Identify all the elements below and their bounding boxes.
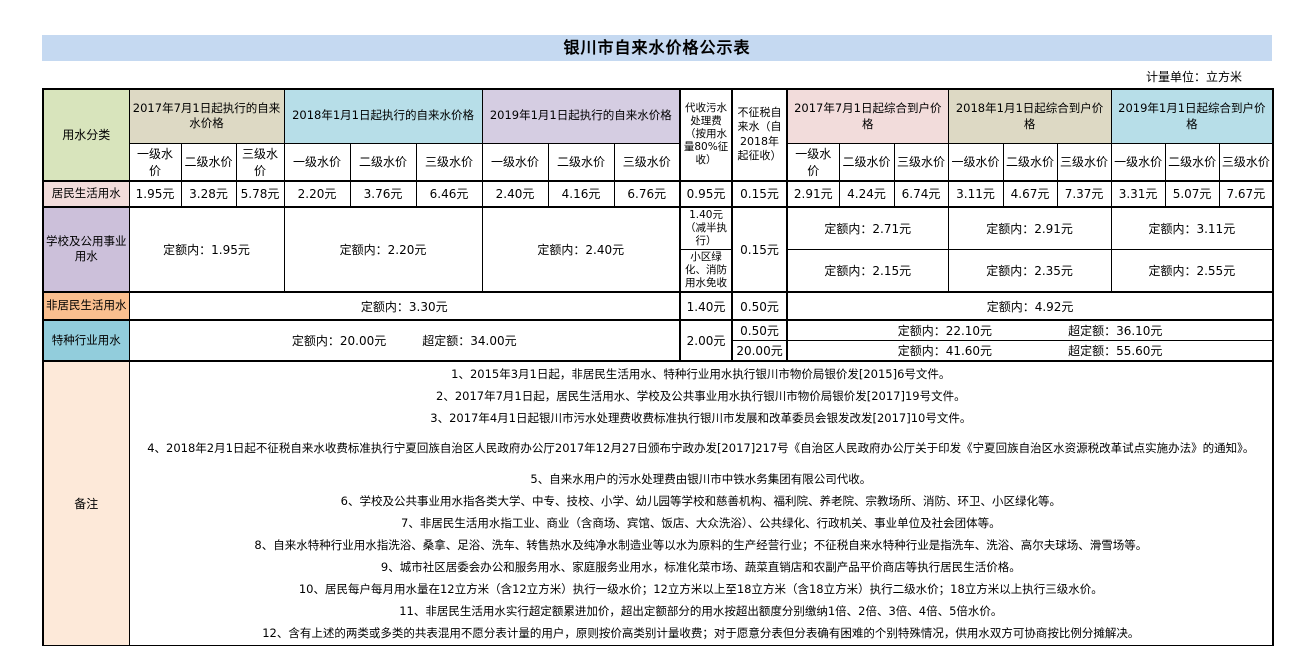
note-line: 10、居民每户每月用水量在12立方米（含12立方米）执行一级水价；12立方米以上… bbox=[298, 581, 1103, 596]
price-cell: 3.76元 bbox=[349, 179, 417, 207]
col-header-exec-2018: 2018年1月1日起执行的自来水价格 bbox=[283, 88, 483, 144]
note-line: 2、2017年7月1日起，居民生活用水、学校及公共事业用水执行银川市物价局银价发… bbox=[436, 388, 966, 403]
row-label-school: 学校及公用事业用水 bbox=[42, 205, 130, 293]
price-cell: 20.00元 bbox=[731, 340, 788, 362]
row-label-nonresidential: 非居民生活用水 bbox=[42, 291, 130, 321]
tier-header: 三级水价 bbox=[415, 142, 483, 181]
col-header-untaxed-water: 不征税自来水（自2018年起征收） bbox=[731, 88, 788, 181]
price-cell: 定额内：2.71元 bbox=[786, 205, 949, 250]
tier-header: 二级水价 bbox=[349, 142, 417, 181]
price-cell: 4.16元 bbox=[547, 179, 615, 207]
price-cell: 定额内：2.91元 bbox=[947, 205, 1112, 250]
quota-price: 定额内：41.60元 bbox=[897, 344, 993, 359]
tier-header: 二级水价 bbox=[180, 142, 237, 181]
note-line: 9、城市社区居委会办公和服务用水、家庭服务业用水，标准化菜市场、蔬菜直销店和农副… bbox=[380, 559, 1021, 574]
tier-header: 三级水价 bbox=[613, 142, 681, 181]
price-cell: 定额内：4.92元 bbox=[786, 291, 1274, 321]
tier-header: 一级水价 bbox=[1110, 142, 1166, 181]
note-line: 1、2015年3月1日起，非居民生活用水、特种行业用水执行银川市物价局银价发[2… bbox=[451, 366, 951, 381]
col-header-classification: 用水分类 bbox=[42, 88, 130, 181]
tier-header: 一级水价 bbox=[481, 142, 549, 181]
col-header-comp-2019: 2019年1月1日起综合到户价格 bbox=[1110, 88, 1274, 144]
price-cell: 2.40元 bbox=[481, 179, 549, 207]
note-line: 12、含有上述的两类或多类的共表混用不愿分表计量的用户，原则按价高类别计量收费；… bbox=[262, 625, 1140, 640]
price-cell: 1.40元 bbox=[679, 291, 733, 321]
price-cell: 5.07元 bbox=[1164, 179, 1220, 207]
price-cell: 1.95元 bbox=[128, 179, 182, 207]
note-line: 3、2017年4月1日起银川市污水处理费收费标准执行银川市发展和改革委员会银发改… bbox=[430, 410, 972, 425]
price-cell: 2.20元 bbox=[283, 179, 351, 207]
tier-header: 一级水价 bbox=[786, 142, 840, 181]
price-cell: 定额内：20.00元 超定额：34.00元 bbox=[128, 319, 681, 362]
price-cell: 定额内：2.55元 bbox=[1110, 248, 1274, 293]
price-cell: 0.95元 bbox=[679, 179, 733, 207]
price-cell: 3.28元 bbox=[180, 179, 237, 207]
price-cell: 4.67元 bbox=[1002, 179, 1058, 207]
price-cell: 0.50元 bbox=[731, 291, 788, 321]
tier-header: 三级水价 bbox=[1218, 142, 1274, 181]
tier-header: 二级水价 bbox=[1002, 142, 1058, 181]
price-cell: 定额内：2.35元 bbox=[947, 248, 1112, 293]
note-line: 8、自来水特种行业用水指洗浴、桑拿、足浴、洗车、转售热水及纯净水制造业等以水为原… bbox=[254, 537, 1148, 552]
note-line: 11、非居民生活用水实行超定额累进加价，超出定额部分的用水按超出额度分别缴纳1倍… bbox=[399, 603, 1003, 618]
price-cell: 定额内：3.30元 bbox=[128, 291, 681, 321]
price-cell: 定额内：41.60元 超定额：55.60元 bbox=[786, 340, 1274, 362]
notes-label: 备注 bbox=[42, 360, 130, 646]
tier-header: 三级水价 bbox=[1056, 142, 1112, 181]
notes-body: 1、2015年3月1日起，非居民生活用水、特种行业用水执行银川市物价局银价发[2… bbox=[128, 360, 1274, 646]
col-header-sewage-fee: 代收污水处理费（按用水量80%征收） bbox=[679, 88, 733, 181]
over-quota-price: 超定额：55.60元 bbox=[1068, 344, 1163, 359]
tier-header: 二级水价 bbox=[547, 142, 615, 181]
price-cell: 7.67元 bbox=[1218, 179, 1274, 207]
price-table: 用水分类 2017年7月1日起执行的自来水价格 2018年1月1日起执行的自来水… bbox=[42, 88, 1275, 646]
price-cell: 定额内：22.10元 超定额：36.10元 bbox=[786, 319, 1274, 342]
tier-header: 二级水价 bbox=[1164, 142, 1220, 181]
unit-note: 计量单位：立方米 bbox=[1145, 70, 1242, 84]
over-quota-price: 超定额：36.10元 bbox=[1068, 324, 1163, 339]
quota-price: 定额内：22.10元 bbox=[897, 324, 993, 339]
price-cell: 1.40元（减半执行） bbox=[679, 205, 733, 250]
price-cell: 2.00元 bbox=[679, 319, 733, 362]
tier-header: 三级水价 bbox=[893, 142, 949, 181]
over-quota-price: 超定额：34.00元 bbox=[422, 334, 517, 349]
tier-header: 二级水价 bbox=[838, 142, 895, 181]
col-header-exec-2017: 2017年7月1日起执行的自来水价格 bbox=[128, 88, 285, 144]
col-header-comp-2018: 2018年1月1日起综合到户价格 bbox=[947, 88, 1112, 144]
price-cell: 0.15元 bbox=[731, 179, 788, 207]
quota-price: 定额内：20.00元 bbox=[291, 334, 387, 349]
price-cell: 定额内：2.40元 bbox=[481, 205, 681, 293]
row-label-residential: 居民生活用水 bbox=[42, 179, 130, 207]
note-line: 5、自来水用户的污水处理费由银川市中铁水务集团有限公司代收。 bbox=[530, 471, 872, 486]
price-cell: 定额内：3.11元 bbox=[1110, 205, 1274, 250]
price-cell: 定额内：2.20元 bbox=[283, 205, 483, 293]
price-cell: 定额内：1.95元 bbox=[128, 205, 285, 293]
price-cell: 5.78元 bbox=[235, 179, 285, 207]
price-cell: 4.24元 bbox=[838, 179, 895, 207]
price-cell: 0.50元 bbox=[731, 319, 788, 342]
price-cell: 0.15元 bbox=[731, 205, 788, 293]
col-header-exec-2019: 2019年1月1日起执行的自来水价格 bbox=[481, 88, 681, 144]
note-line: 4、2018年2月1日起不征税自来水收费标准执行宁夏回族自治区人民政府办公厅20… bbox=[147, 441, 1255, 456]
price-cell: 3.11元 bbox=[947, 179, 1004, 207]
note-line: 6、学校及公共事业用水指各类大学、中专、技校、小学、幼儿园等学校和慈善机构、福利… bbox=[340, 493, 1061, 508]
price-cell: 6.46元 bbox=[415, 179, 483, 207]
col-header-comp-2017: 2017年7月1日起综合到户价格 bbox=[786, 88, 949, 144]
tier-header: 一级水价 bbox=[283, 142, 351, 181]
row-label-special: 特种行业用水 bbox=[42, 319, 130, 362]
tier-header: 一级水价 bbox=[947, 142, 1004, 181]
price-cell: 6.74元 bbox=[893, 179, 949, 207]
price-cell: 小区绿化、消防用水免收 bbox=[679, 248, 733, 293]
price-cell: 定额内：2.15元 bbox=[786, 248, 949, 293]
price-cell: 7.37元 bbox=[1056, 179, 1112, 207]
tier-header: 三级水价 bbox=[235, 142, 285, 181]
price-cell: 3.31元 bbox=[1110, 179, 1166, 207]
page-title: 银川市自来水价格公示表 bbox=[42, 35, 1272, 61]
tier-header: 一级水价 bbox=[128, 142, 182, 181]
note-line: 7、非居民生活用水指工业、商业（含商场、宾馆、饭店、大众洗浴）、公共绿化、行政机… bbox=[401, 515, 1001, 530]
price-cell: 6.76元 bbox=[613, 179, 681, 207]
price-cell: 2.91元 bbox=[786, 179, 840, 207]
